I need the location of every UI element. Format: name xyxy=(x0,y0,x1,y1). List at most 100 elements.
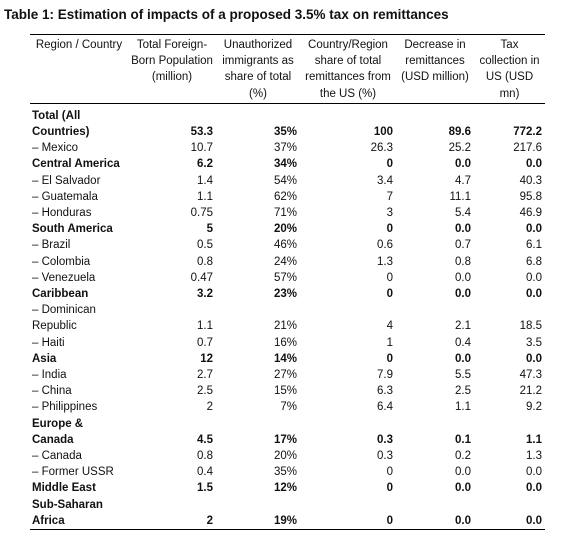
cell: 100 xyxy=(373,126,393,139)
table-row: – Venezuela 0.47 57% 0 0.0 0.0 xyxy=(30,270,545,286)
row-label: Europe & Canada xyxy=(32,417,84,446)
table-row: – Philippines 2 7% 6.4 1.1 9.2 xyxy=(30,399,545,415)
cell: 6.4 xyxy=(377,401,393,414)
cell: 0 xyxy=(386,514,393,527)
cell: 1.1 xyxy=(526,433,542,446)
cell: 0.0 xyxy=(455,466,471,479)
cell: 0.0 xyxy=(526,271,542,284)
cell: 0.3 xyxy=(377,433,393,446)
cell: 34% xyxy=(273,158,297,171)
cell: 27% xyxy=(273,369,297,382)
row-label: Caribbean xyxy=(32,288,89,301)
table-title: Table 1: Estimation of impacts of a prop… xyxy=(4,7,449,22)
table-row: Caribbean 3.2 23% 0 0.0 0.0 xyxy=(30,286,545,302)
row-label: – Mexico xyxy=(32,142,79,155)
cell: 0.2 xyxy=(455,450,471,463)
cell: 26.3 xyxy=(370,142,393,155)
cell: 0.0 xyxy=(526,466,542,479)
cell: 1.1 xyxy=(197,190,213,203)
cell: 7 xyxy=(386,190,393,203)
cell: 35% xyxy=(273,126,297,139)
cell: 54% xyxy=(273,174,297,187)
cell: 46.9 xyxy=(519,207,542,220)
cell: 1.4 xyxy=(197,174,213,187)
table-row: – Colombia 0.8 24% 1.3 0.8 6.8 xyxy=(30,254,545,270)
cell: 0.8 xyxy=(197,255,213,268)
cell: 18.5 xyxy=(519,320,542,333)
cell: 0.0 xyxy=(455,223,471,236)
cell: 2 xyxy=(206,401,213,414)
cell: 3.2 xyxy=(197,288,213,301)
row-label: – Guatemala xyxy=(32,190,98,203)
table-row: – El Salvador 1.4 54% 3.4 4.7 40.3 xyxy=(30,173,545,189)
table-row: South America 5 20% 0 0.0 0.0 xyxy=(30,221,545,237)
table-header: Region / Country Total Foreign-Born Popul… xyxy=(30,34,545,104)
row-label: Total (All Countries) xyxy=(32,109,90,139)
row-label: – Canada xyxy=(32,450,82,463)
cell: 3.5 xyxy=(526,336,542,349)
table-row: – Guatemala 1.1 62% 7 11.1 95.8 xyxy=(30,189,545,205)
row-label: – India xyxy=(32,369,67,382)
cell: 10.7 xyxy=(190,142,213,155)
cell: 2 xyxy=(206,514,213,527)
cell: 14% xyxy=(273,352,297,365)
cell: 6.2 xyxy=(197,158,213,171)
cell: 6.3 xyxy=(377,385,393,398)
cell: 0 xyxy=(386,352,393,365)
cell: 2.5 xyxy=(455,385,471,398)
table-row: Sub-Saharan Africa 2 19% 0 0.0 0.0 xyxy=(30,497,545,530)
cell: 0.0 xyxy=(526,158,542,171)
cell: 0.1 xyxy=(455,433,471,446)
cell: 1.3 xyxy=(377,255,393,268)
cell: 24% xyxy=(273,255,297,268)
table-row: – Dominican Republic 1.1 21% 4 2.1 18.5 xyxy=(30,302,545,334)
table-row: – Honduras 0.75 71% 3 5.4 46.9 xyxy=(30,205,545,221)
cell: 17% xyxy=(273,433,297,446)
cell: 0.47 xyxy=(190,271,213,284)
row-label: – Haiti xyxy=(32,336,65,349)
column-header: Region / Country xyxy=(35,39,123,51)
cell: 2.7 xyxy=(197,369,213,382)
cell: 7.9 xyxy=(377,369,393,382)
cell: 0.0 xyxy=(455,482,471,495)
cell: 9.2 xyxy=(526,401,542,414)
row-label: – Dominican Republic xyxy=(32,304,96,333)
cell: 71% xyxy=(273,207,297,220)
cell: 0 xyxy=(386,271,393,284)
cell: 19% xyxy=(273,514,297,527)
cell: 0.7 xyxy=(197,336,213,349)
cell: 0.8 xyxy=(197,450,213,463)
cell: 0 xyxy=(386,288,393,301)
cell: 0.0 xyxy=(526,514,542,527)
cell: 95.8 xyxy=(519,190,542,203)
cell: 25.2 xyxy=(448,142,471,155)
cell: 217.6 xyxy=(513,142,542,155)
table-body: Total (All Countries) 53.3 35% 100 89.6 772.2… xyxy=(30,103,545,530)
column-header: Country/Region share of total remittance… xyxy=(305,39,391,100)
cell: 4 xyxy=(386,320,393,333)
cell: 1.1 xyxy=(197,320,213,333)
cell: 12 xyxy=(200,352,213,365)
cell: 23% xyxy=(273,288,297,301)
cell: 12% xyxy=(273,482,297,495)
cell: 0.0 xyxy=(526,482,542,495)
cell: 57% xyxy=(273,271,297,284)
cell: 0 xyxy=(386,466,393,479)
cell: 20% xyxy=(273,450,297,463)
cell: 0.8 xyxy=(455,255,471,268)
cell: 5.5 xyxy=(455,369,471,382)
column-header: Unauthorized immigrants as share of tota… xyxy=(222,39,294,100)
table-row: – China 2.5 15% 6.3 2.5 21.2 xyxy=(30,383,545,399)
table-row: Europe & Canada 4.5 17% 0.3 0.1 1.1 xyxy=(30,416,545,448)
table-row: – Mexico 10.7 37% 26.3 25.2 217.6 xyxy=(30,140,545,156)
cell: 0 xyxy=(386,482,393,495)
cell: 0 xyxy=(386,223,393,236)
cell: 0.0 xyxy=(455,352,471,365)
cell: 0 xyxy=(386,158,393,171)
cell: 0.3 xyxy=(377,450,393,463)
cell: 772.2 xyxy=(513,126,542,139)
cell: 5.4 xyxy=(455,207,471,220)
table-row: Middle East 1.5 12% 0 0.0 0.0 xyxy=(30,480,545,496)
cell: 0.4 xyxy=(455,336,471,349)
